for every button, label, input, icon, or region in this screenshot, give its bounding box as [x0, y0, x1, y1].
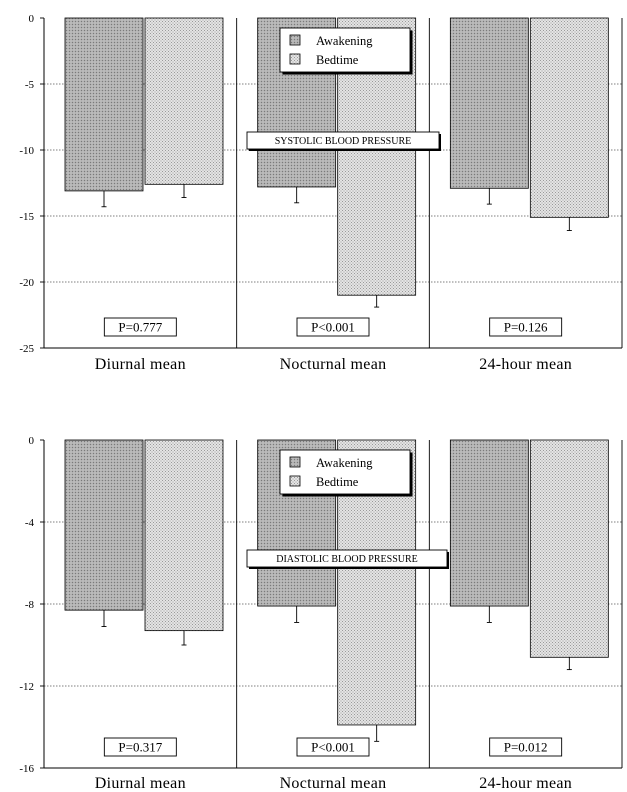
p-value-label: P<0.001	[311, 320, 355, 335]
panel-label-box	[246, 549, 448, 568]
systolic-chart: 0 -5 -10 -15 -20 -25 Diurnal mean Nocturnal mea…	[19, 13, 623, 373]
y-tick-label: 0	[29, 435, 35, 447]
y-tick-label: -5	[25, 79, 35, 91]
y-tick-label: 0	[29, 13, 35, 25]
p-value-box	[103, 737, 177, 757]
diastolic-chart: 0 -4 -8 -12 -16 Diurnal mean Nocturnal mean 24-…	[19, 435, 623, 792]
bar-awakening	[64, 17, 144, 192]
p-value-label: P=0.126	[504, 320, 548, 335]
category-label: 24-hour mean	[479, 356, 572, 373]
y-tick-label: -20	[19, 277, 34, 289]
p-value-label: P=0.777	[118, 320, 162, 335]
p-value-box	[103, 317, 177, 337]
legend-swatch	[289, 34, 301, 46]
p-value-box	[489, 317, 563, 337]
legend-label: Awakening	[316, 34, 373, 48]
p-value-box	[489, 737, 563, 757]
panel-label: SYSTOLIC BLOOD PRESSURE	[275, 136, 412, 147]
bar-bedtime	[144, 439, 224, 632]
bar-bedtime	[144, 17, 224, 185]
legend-label: Bedtime	[316, 475, 359, 489]
category-label: Diurnal mean	[95, 356, 186, 373]
legend	[279, 27, 411, 73]
y-tick-label: -4	[25, 517, 35, 529]
y-tick-label: -12	[19, 681, 34, 693]
y-tick-label: -25	[19, 343, 34, 355]
p-value-label: P<0.001	[311, 740, 355, 755]
legend-swatch	[289, 53, 301, 65]
category-label: Nocturnal mean	[280, 356, 387, 373]
bar-awakening	[64, 439, 144, 611]
y-tick-label: -16	[19, 763, 34, 775]
legend-swatch	[289, 456, 301, 468]
p-value-box	[296, 317, 370, 337]
bar-awakening	[449, 17, 529, 189]
p-value-label: P=0.317	[118, 740, 162, 755]
y-tick-label: -10	[19, 145, 34, 157]
bar-awakening	[449, 439, 529, 607]
category-label: 24-hour mean	[479, 775, 572, 792]
legend-swatch	[289, 475, 301, 487]
category-label: Nocturnal mean	[280, 775, 387, 792]
bar-bedtime	[529, 439, 609, 658]
legend-label: Bedtime	[316, 53, 359, 67]
panel-label-box	[246, 131, 440, 150]
legend	[279, 449, 411, 495]
category-label: Diurnal mean	[95, 775, 186, 792]
y-tick-label: -15	[19, 211, 34, 223]
p-value-box	[296, 737, 370, 757]
panel-label: DIASTOLIC BLOOD PRESSURE	[276, 554, 418, 565]
p-value-label: P=0.012	[504, 740, 548, 755]
legend-label: Awakening	[316, 456, 373, 470]
y-tick-label: -8	[25, 599, 35, 611]
bar-bedtime	[529, 17, 609, 218]
